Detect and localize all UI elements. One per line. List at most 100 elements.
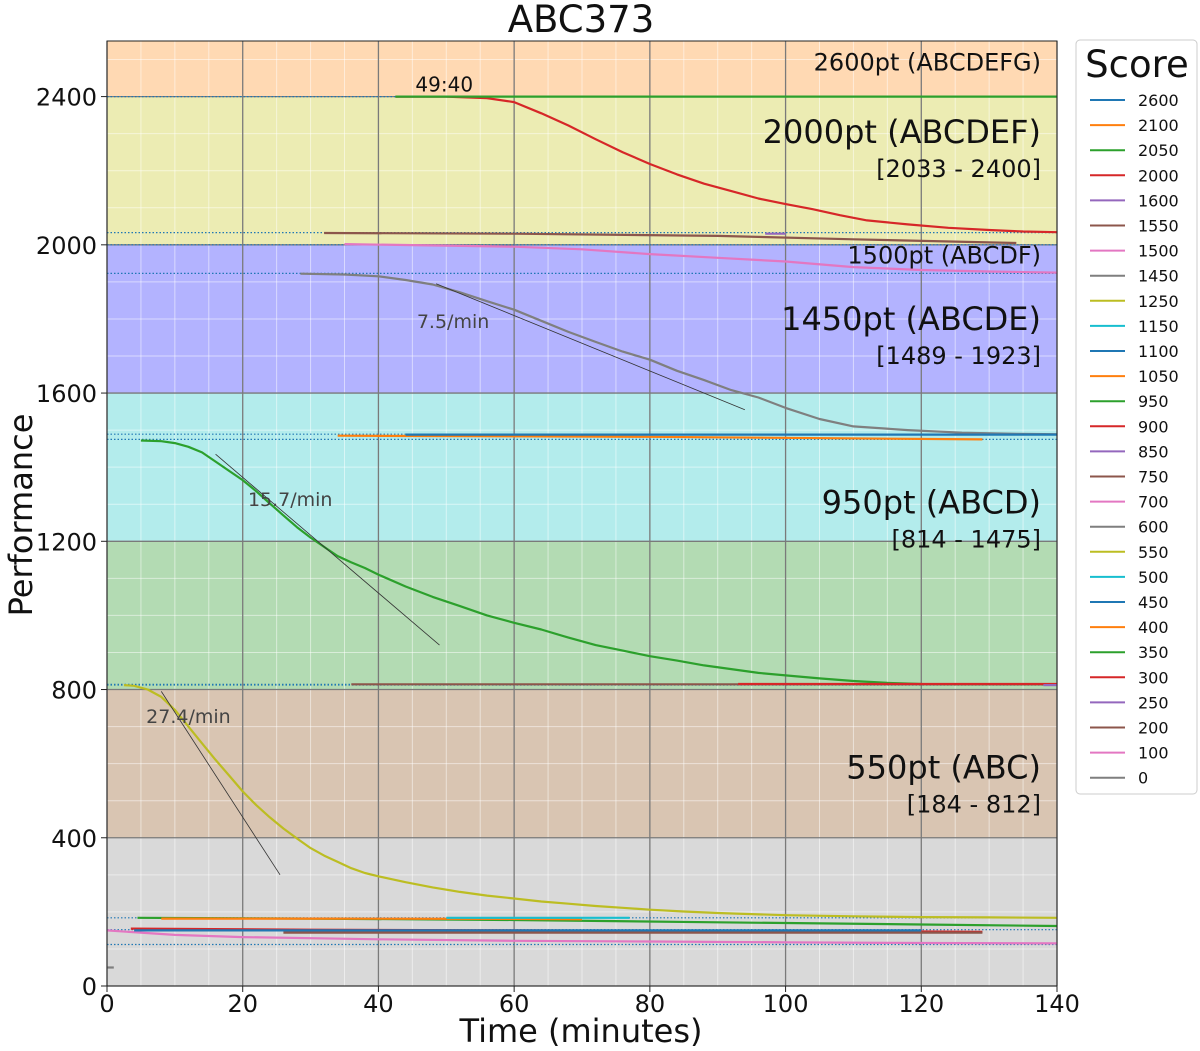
x-tick-label: 60 (499, 990, 530, 1018)
series-line-12 (123, 684, 1058, 919)
legend-item: 600 (1090, 518, 1169, 537)
legend-label: 250 (1138, 693, 1169, 712)
annotation-3: 27.4/min (146, 706, 231, 728)
series-line-18 (106, 929, 1058, 945)
y-tick-label: 1600 (36, 380, 97, 408)
legend-item: 500 (1090, 568, 1169, 587)
legend-label: 500 (1138, 568, 1169, 587)
series-line-0 (395, 95, 1058, 234)
series-line-6 (337, 434, 983, 441)
annotation-1: 7.5/min (417, 311, 489, 333)
legend-item: 1250 (1090, 292, 1179, 311)
legend-label: 1600 (1138, 191, 1179, 210)
x-tick-label: 120 (898, 990, 944, 1018)
legend-label: 700 (1138, 493, 1169, 512)
legend-item: 1500 (1090, 242, 1179, 261)
y-tick-label: 400 (51, 825, 97, 853)
y-tick-label: 800 (51, 677, 97, 705)
problem-range-4: [814 - 1475] (891, 526, 1041, 554)
legend-label: 350 (1138, 643, 1169, 662)
legend-label: 2600 (1138, 91, 1179, 110)
legend-item: 450 (1090, 593, 1169, 612)
legend-item: 300 (1090, 668, 1169, 687)
grid (106, 41, 1058, 987)
y-tick-label: 2000 (36, 232, 97, 260)
legend-item: 1450 (1090, 267, 1179, 286)
problem-label-0: 2600pt (ABCDEFG) (814, 49, 1041, 77)
legend-item: 700 (1090, 493, 1169, 512)
axis-ticks: 0 20 40 60 80 100 120 140 0 400 800 1200 1600 2000 240… (36, 84, 1080, 1018)
legend-label: 1450 (1138, 267, 1179, 286)
y-axis-label: Performance (2, 414, 40, 617)
legend-item: 2000 (1090, 166, 1179, 185)
legend-label: 900 (1138, 417, 1169, 436)
y-tick-label: 0 (82, 973, 97, 1001)
series-line-2 (324, 231, 1017, 245)
annotations: 49:40 7.5/min 15.7/min 27.4/min (146, 73, 489, 728)
legend-item: 200 (1090, 719, 1169, 738)
legend-label: 1550 (1138, 217, 1179, 236)
legend-label: 1250 (1138, 292, 1179, 311)
y-tick-label: 1200 (36, 528, 97, 556)
legend-item: 0 (1090, 769, 1148, 788)
legend-label: 2000 (1138, 166, 1179, 185)
legend-item: 1550 (1090, 217, 1179, 236)
legend-item: 950 (1090, 392, 1169, 411)
legend-item: 2600 (1090, 91, 1179, 110)
x-tick-label: 100 (763, 990, 809, 1018)
legend-label: 450 (1138, 593, 1169, 612)
legend-label: 400 (1138, 618, 1169, 637)
annotation-2: 15.7/min (248, 489, 333, 511)
annotation-0: 49:40 (415, 73, 473, 97)
legend-label: 950 (1138, 392, 1169, 411)
legend-item: 2050 (1090, 141, 1179, 160)
legend-item: 550 (1090, 543, 1169, 562)
series-line-5 (300, 272, 1058, 436)
series-lines (106, 95, 1058, 969)
legend-item: 1100 (1090, 342, 1179, 361)
legend-item: 1050 (1090, 367, 1179, 386)
x-tick-label: 20 (227, 990, 258, 1018)
legend-label: 1500 (1138, 242, 1179, 261)
legend-label: 2050 (1138, 141, 1179, 160)
x-tick-label: 80 (635, 990, 666, 1018)
series-line-8 (140, 439, 1057, 686)
x-tick-label: 40 (363, 990, 394, 1018)
x-axis-label: Time (minutes) (459, 1012, 703, 1050)
legend-label: 600 (1138, 518, 1169, 537)
series-line-14 (161, 917, 583, 921)
legend-item: 1600 (1090, 191, 1179, 210)
legend-label: 1100 (1138, 342, 1179, 361)
legend-label: 1150 (1138, 317, 1179, 336)
x-tick-label: 140 (1034, 990, 1080, 1018)
legend-item: 400 (1090, 618, 1169, 637)
legend-item: 900 (1090, 417, 1169, 436)
problem-label-2: 1500pt (ABCDF) (847, 241, 1041, 269)
legend-label: 0 (1138, 769, 1148, 788)
legend-title: Score (1085, 43, 1189, 86)
problem-label-3: 1450pt (ABCDE) (781, 300, 1041, 338)
chart-title: ABC373 (508, 0, 655, 41)
problem-labels: 2600pt (ABCDEFG) 2000pt (ABCDEF) [2033 - 2… (763, 49, 1041, 819)
problem-label-1: 2000pt (ABCDEF) (763, 113, 1041, 151)
problem-range-3: [1489 - 1923] (876, 342, 1041, 370)
problem-range-1: [2033 - 2400] (876, 155, 1041, 183)
legend-item: 250 (1090, 693, 1169, 712)
legend-label: 550 (1138, 543, 1169, 562)
legend-label: 300 (1138, 668, 1169, 687)
slope-line-1 (215, 453, 440, 646)
legend-label: 2100 (1138, 116, 1179, 135)
legend-label: 100 (1138, 744, 1169, 763)
problem-range-5: [184 - 812] (907, 790, 1041, 818)
legend-item: 100 (1090, 744, 1169, 763)
legend-label: 200 (1138, 719, 1169, 738)
problem-label-5: 550pt (ABC) (846, 748, 1041, 786)
problem-label-4: 950pt (ABCD) (822, 484, 1041, 522)
plot-frame (106, 40, 1058, 987)
legend-item: 750 (1090, 468, 1169, 487)
legend-item: 350 (1090, 643, 1169, 662)
legend-label: 1050 (1138, 367, 1179, 386)
y-tick-label: 2400 (36, 84, 97, 112)
legend-label: 750 (1138, 468, 1169, 487)
